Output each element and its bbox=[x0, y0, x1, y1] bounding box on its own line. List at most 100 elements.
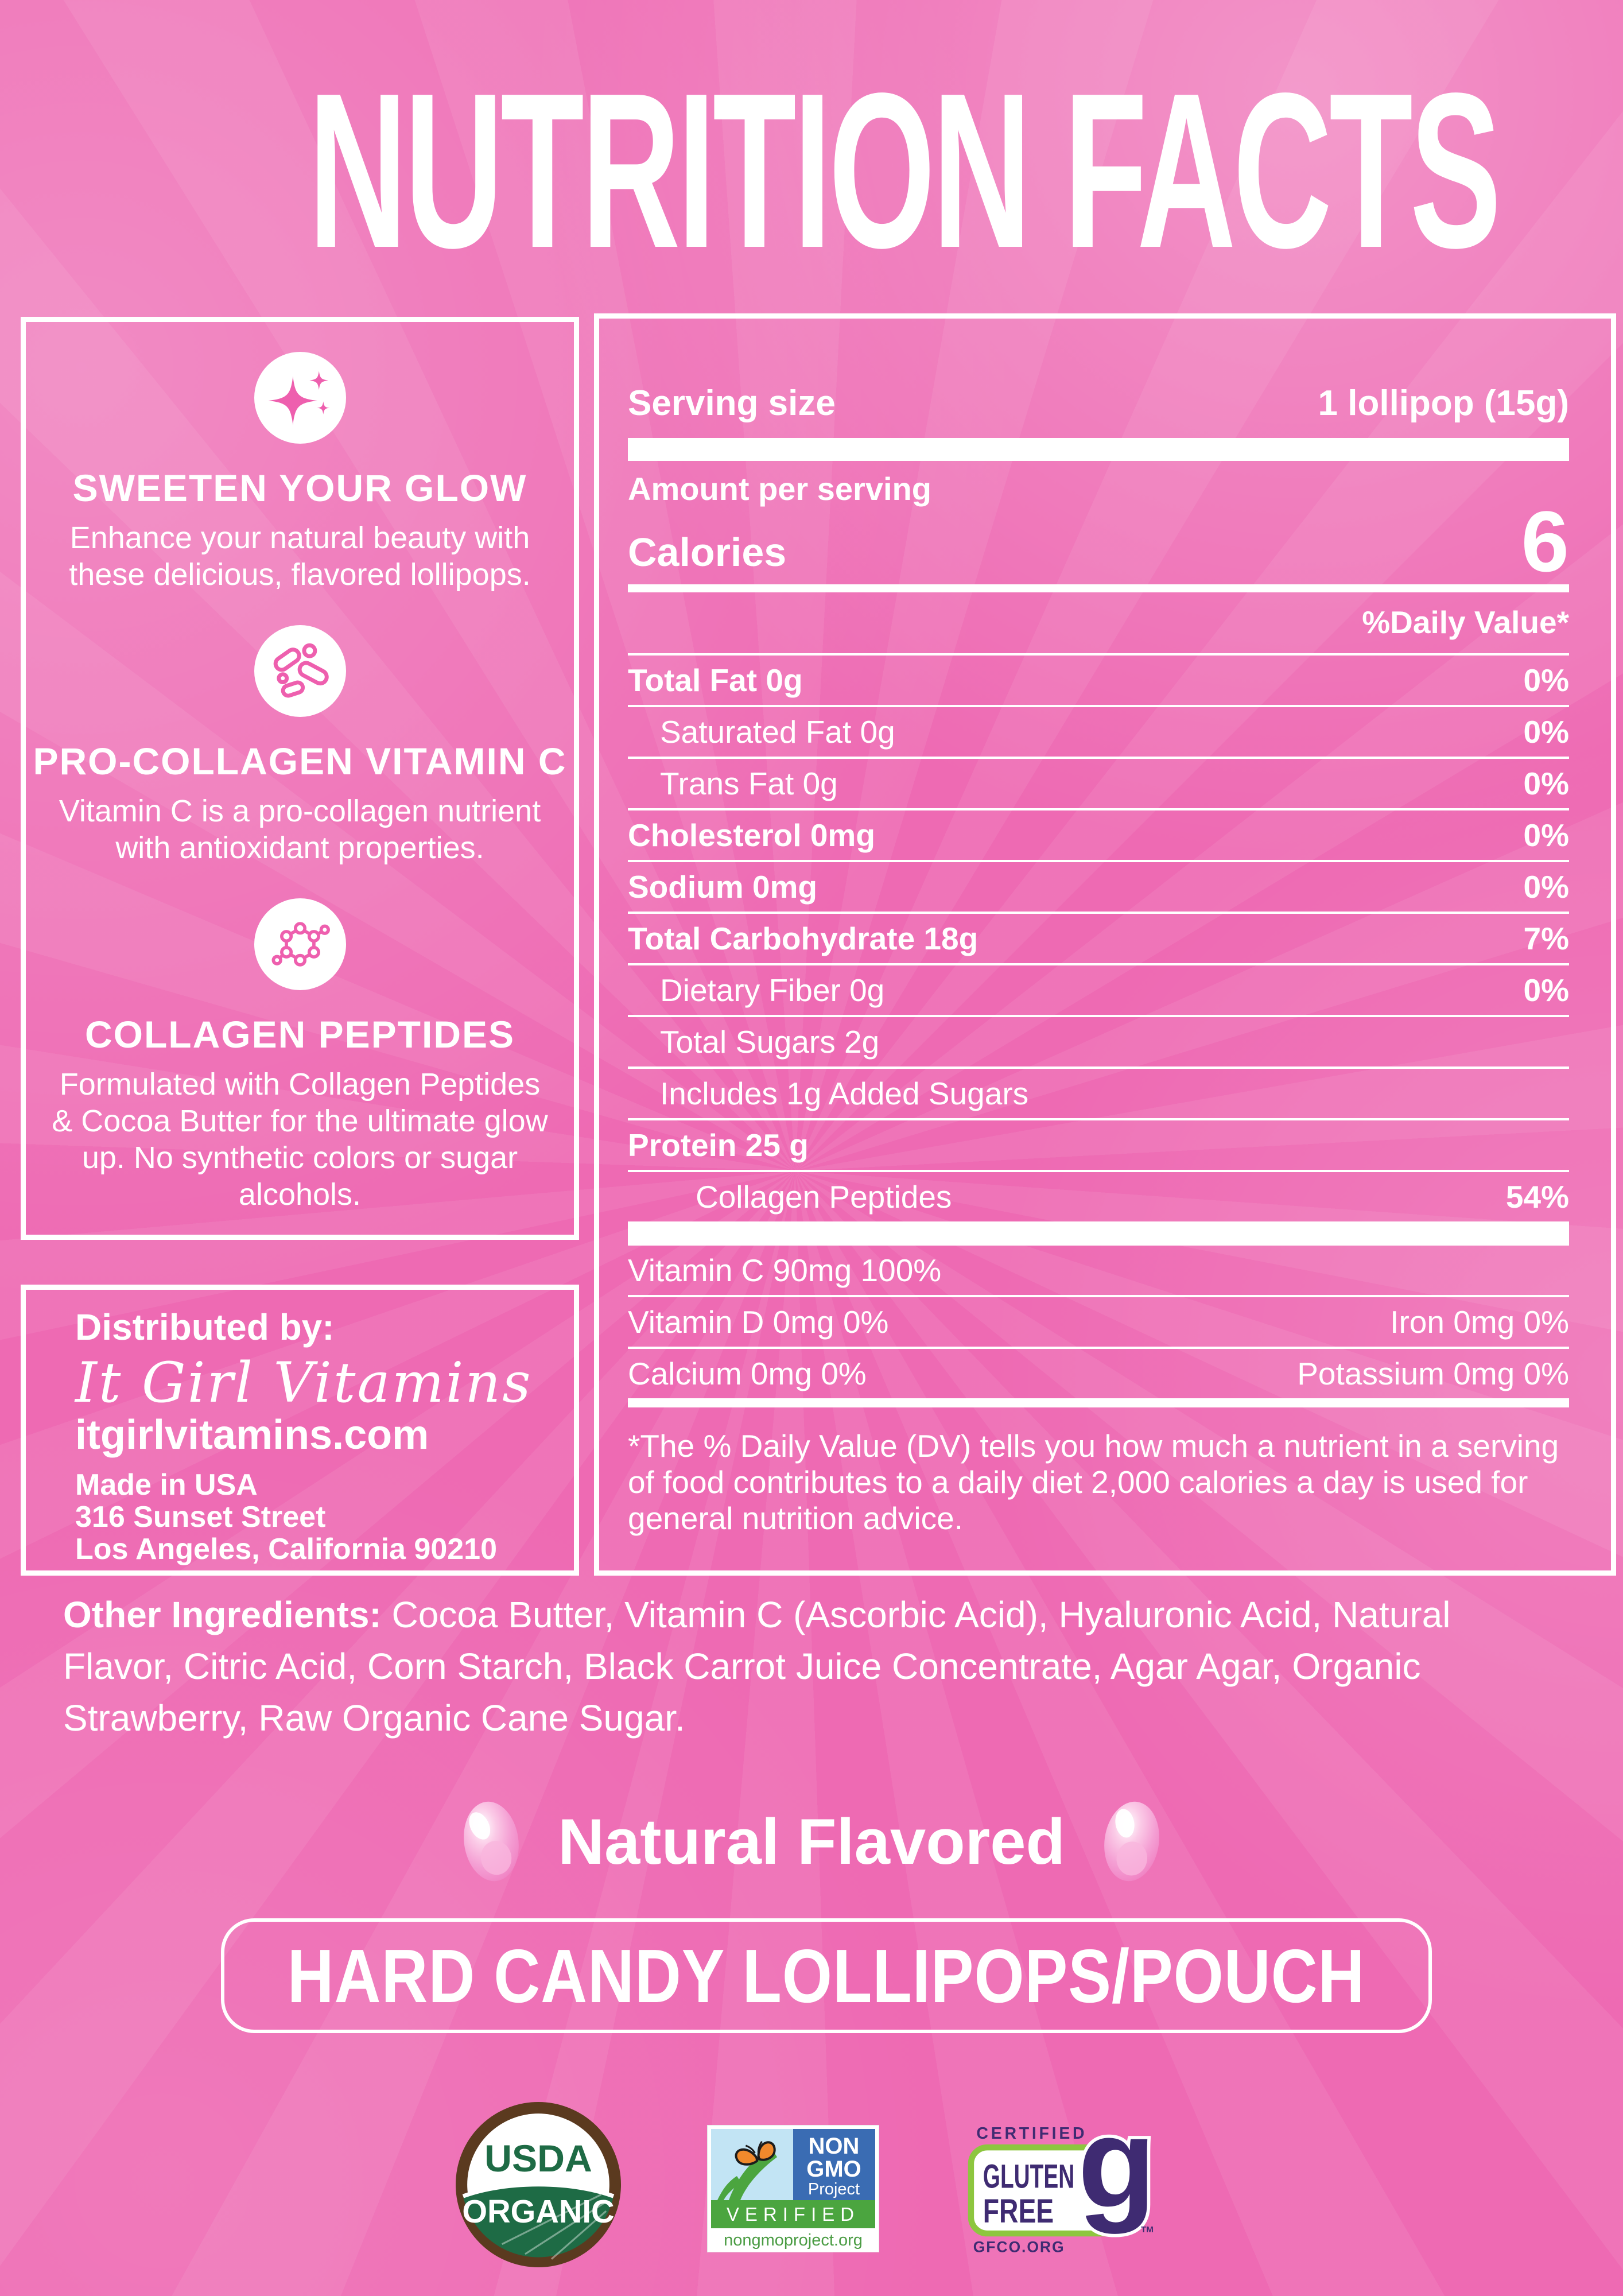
brand-script-logo: It Girl Vitamins bbox=[75, 1351, 533, 1415]
nutrient-label: Cholesterol 0mg bbox=[628, 817, 875, 853]
micro-row-calcium-potassium: Calcium 0mg 0% Potassium 0mg 0% bbox=[628, 1349, 1569, 1398]
other-ingredients-text: Cocoa Butter, Vitamin C (Ascorbic Acid),… bbox=[63, 1594, 1451, 1739]
gluten-text: GLUTEN bbox=[983, 2158, 1074, 2195]
nutrient-label: Trans Fat 0g bbox=[660, 766, 838, 801]
micro-left: Vitamin D 0mg 0% bbox=[628, 1304, 889, 1340]
nutrient-label: Dietary Fiber 0g bbox=[660, 972, 885, 1008]
nutrient-dv: 0% bbox=[1523, 972, 1570, 1008]
calories-row: Calories 6 bbox=[628, 493, 1569, 589]
non-gmo-project-verified-seal: NON GMO Project VERIFIED nongmoproject.o… bbox=[707, 2125, 879, 2252]
nutrient-row-trans-fat: Trans Fat 0g 0% bbox=[628, 759, 1569, 810]
nongmo-url-text: nongmoproject.org bbox=[724, 2231, 863, 2250]
micro-left: Vitamin C 90mg 100% bbox=[628, 1252, 942, 1288]
serving-size-row: Serving size 1 lollipop (15g) bbox=[628, 383, 1569, 424]
nutrient-row-total-carbohydrate: Total Carbohydrate 18g 7% bbox=[628, 914, 1569, 965]
nutrient-dv: 0% bbox=[1523, 662, 1570, 698]
micro-right: Potassium 0mg 0% bbox=[1297, 1356, 1569, 1391]
benefit-body: Formulated with Collagen Peptides & Coco… bbox=[52, 1066, 548, 1212]
daily-value-header: %Daily Value* bbox=[628, 592, 1569, 656]
natural-flavored-text: Natural Flavored bbox=[558, 1805, 1065, 1878]
micro-row-vitamin-d-iron: Vitamin D 0mg 0% Iron 0mg 0% bbox=[628, 1297, 1569, 1349]
nutrient-label: Total Sugars 2g bbox=[660, 1024, 880, 1060]
nutrient-label: Includes 1g Added Sugars bbox=[660, 1076, 1029, 1111]
benefit-body: Vitamin C is a pro-collagen nutrient wit… bbox=[59, 793, 541, 865]
divider-thick bbox=[628, 1221, 1569, 1246]
distributor-panel: Distributed by: It Girl Vitamins itgirlv… bbox=[21, 1285, 579, 1576]
candy-pearl-icon bbox=[464, 1801, 519, 1882]
nutrient-label: Protein 25 g bbox=[628, 1127, 809, 1163]
nutrient-row-added-sugars: Includes 1g Added Sugars bbox=[628, 1069, 1569, 1120]
nutrient-row-cholesterol: Cholesterol 0mg 0% bbox=[628, 810, 1569, 862]
calories-label: Calories bbox=[628, 530, 787, 575]
verified-text: VERIFIED bbox=[727, 2204, 860, 2225]
serving-size-label: Serving size bbox=[628, 383, 836, 423]
divider-thick bbox=[628, 438, 1569, 461]
nutrient-label: Total Carbohydrate 18g bbox=[628, 921, 979, 956]
natural-flavored-row: Natural Flavored bbox=[0, 1795, 1623, 1887]
page-title: NUTRITION FACTS bbox=[308, 46, 1501, 294]
nutrient-dv: 0% bbox=[1523, 766, 1570, 801]
nutrient-row-total-sugars: Total Sugars 2g bbox=[628, 1017, 1569, 1069]
nutrient-label: Collagen Peptides bbox=[696, 1179, 952, 1215]
usda-text: USDA bbox=[484, 2138, 592, 2180]
benefit-collagen-peptides: COLLAGEN PEPTIDES Formulated with Collag… bbox=[26, 898, 574, 1213]
micro-right: Iron 0mg 0% bbox=[1390, 1304, 1569, 1340]
micro-left: Calcium 0mg 0% bbox=[628, 1356, 867, 1391]
gfco-url-text: GFCO.ORG bbox=[973, 2238, 1065, 2255]
daily-value-footnote: *The % Daily Value (DV) tells you how mu… bbox=[628, 1428, 1559, 1536]
website-text: itgirlvitamins.com bbox=[75, 1412, 429, 1458]
free-text: FREE bbox=[983, 2193, 1054, 2230]
nutrient-dv: 0% bbox=[1523, 869, 1570, 905]
nutrient-label: Saturated Fat 0g bbox=[660, 714, 895, 750]
benefit-heading: COLLAGEN PEPTIDES bbox=[84, 1013, 515, 1056]
serving-size-value: 1 lollipop (15g) bbox=[1318, 383, 1569, 423]
benefit-heading: PRO-COLLAGEN VITAMIN C bbox=[33, 739, 567, 782]
format-badge-text: HARD CANDY LOLLIPOPS/POUCH bbox=[288, 1933, 1365, 2018]
nutrient-row-saturated-fat: Saturated Fat 0g 0% bbox=[628, 707, 1569, 759]
nutrient-row-collagen-peptides: Collagen Peptides 54% bbox=[628, 1172, 1569, 1221]
certified-text: CERTIFIED bbox=[976, 2124, 1087, 2143]
certifications-row: USDA ORGANIC NON GMO Project VERIFIED no… bbox=[0, 2102, 1623, 2267]
benefit-heading: SWEETEN YOUR GLOW bbox=[72, 467, 527, 509]
nutrient-dv: 0% bbox=[1523, 714, 1570, 750]
collagen-icon bbox=[254, 625, 346, 717]
nutrient-row-protein: Protein 25 g bbox=[628, 1120, 1569, 1172]
nutrient-dv: 0% bbox=[1523, 817, 1570, 853]
format-badge: HARD CANDY LOLLIPOPS/POUCH bbox=[221, 1918, 1432, 2033]
street-address: 316 Sunset Street bbox=[75, 1500, 326, 1534]
benefits-panel: SWEETEN YOUR GLOW Enhance your natural b… bbox=[21, 317, 579, 1240]
other-ingredients-label: Other Ingredients: bbox=[63, 1594, 382, 1635]
benefit-sweeten-your-glow: SWEETEN YOUR GLOW Enhance your natural b… bbox=[26, 352, 574, 593]
nutrient-dv: 54% bbox=[1505, 1179, 1569, 1215]
certified-gluten-free-seal: CERTIFIED GLUTEN FREE g TM GFCO.ORG bbox=[968, 2117, 1159, 2255]
benefit-body: Enhance your natural beauty with these d… bbox=[69, 520, 531, 592]
organic-text: ORGANIC bbox=[462, 2193, 614, 2229]
address-block: Made in USA 316 Sunset Street Los Angele… bbox=[75, 1469, 557, 1565]
distributed-by-label: Distributed by: bbox=[75, 1306, 335, 1348]
sparkles-icon bbox=[254, 352, 346, 444]
molecule-icon bbox=[254, 898, 346, 990]
project-text: Project bbox=[808, 2180, 860, 2198]
gmo-text: GMO bbox=[806, 2157, 861, 2182]
city-state-zip: Los Angeles, California 90210 bbox=[75, 1533, 498, 1566]
calories-value: 6 bbox=[1521, 493, 1569, 589]
nutrient-row-sodium: Sodium 0mg 0% bbox=[628, 862, 1569, 914]
usda-organic-seal: USDA ORGANIC bbox=[456, 2102, 621, 2267]
gfco-g-mark: g bbox=[1078, 2117, 1156, 2235]
candy-pearl-icon bbox=[1104, 1801, 1159, 1882]
amount-per-serving-label: Amount per serving bbox=[628, 471, 931, 507]
made-in-usa: Made in USA bbox=[75, 1468, 258, 1502]
nutrient-row-total-fat: Total Fat 0g 0% bbox=[628, 656, 1569, 707]
divider-medium bbox=[628, 584, 1569, 592]
nutrient-label: Total Fat 0g bbox=[628, 662, 803, 698]
non-text: NON bbox=[809, 2134, 860, 2159]
nutrient-dv: 7% bbox=[1523, 921, 1570, 956]
trademark-text: TM bbox=[1141, 2225, 1154, 2235]
nutrient-label: Sodium 0mg bbox=[628, 869, 818, 905]
divider-medium bbox=[628, 1398, 1569, 1407]
nutrient-row-dietary-fiber: Dietary Fiber 0g 0% bbox=[628, 965, 1569, 1017]
nutrition-facts-panel: Serving size 1 lollipop (15g) Amount per… bbox=[594, 313, 1616, 1576]
other-ingredients-paragraph: Other Ingredients: Cocoa Butter, Vitamin… bbox=[63, 1589, 1567, 1744]
micro-row-vitamin-c: Vitamin C 90mg 100% bbox=[628, 1246, 1569, 1297]
